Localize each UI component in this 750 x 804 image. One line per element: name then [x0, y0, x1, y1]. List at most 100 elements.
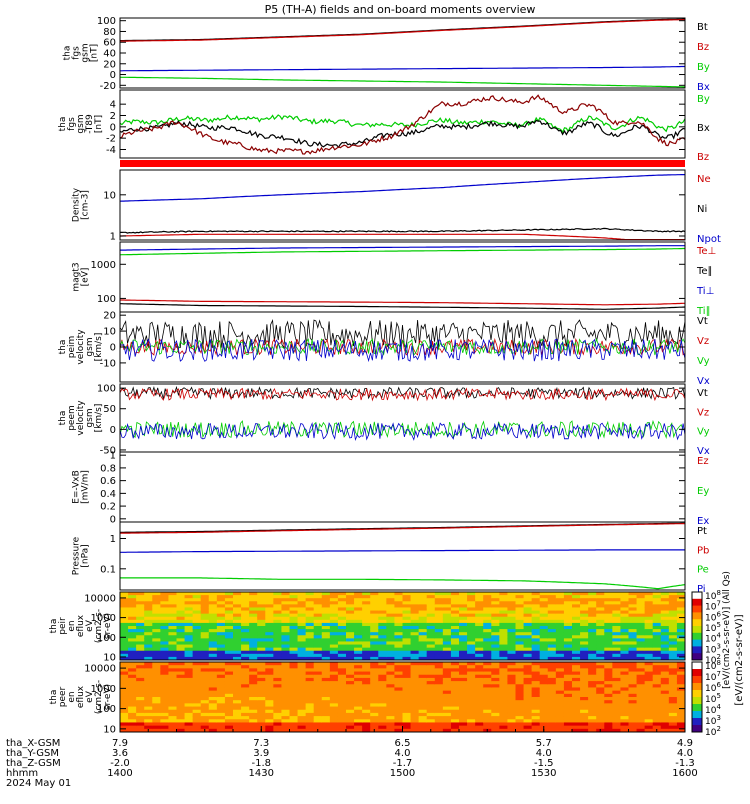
heatmap-cell: [152, 681, 161, 685]
heatmap-cell: [216, 622, 226, 627]
heatmap-cell: [547, 626, 557, 630]
heatmap-cell: [418, 719, 428, 724]
heatmap-cell: [475, 681, 484, 685]
heatmap-cell: [507, 616, 517, 621]
heatmap-cell: [410, 690, 420, 695]
heatmap-cell: [475, 595, 484, 599]
heatmap-cell: [273, 681, 283, 685]
heatmap-cell: [297, 604, 307, 609]
heatmap-cell: [281, 644, 291, 649]
heatmap-cell: [596, 635, 605, 639]
heatmap-cell: [216, 665, 226, 669]
heatmap-cell: [184, 665, 194, 669]
heatmap-cell: [410, 610, 420, 615]
heatmap-cell: [636, 635, 646, 639]
heatmap-cell: [386, 697, 396, 701]
legend-label-te⊥: Te⊥: [696, 246, 716, 257]
heatmap-cell: [394, 644, 404, 649]
heatmap-cell: [588, 632, 597, 636]
heatmap-cell: [459, 728, 468, 732]
heatmap-cell: [208, 626, 218, 630]
heatmap-cell: [459, 703, 468, 708]
heatmap-cell: [580, 650, 589, 655]
heatmap-cell: [523, 647, 533, 652]
heatmap-cell: [588, 693, 597, 698]
heatmap-cell: [652, 638, 662, 643]
heatmap-cell: [192, 635, 202, 639]
heatmap-cell: [346, 638, 355, 643]
heatmap-cell: [120, 641, 129, 646]
heatmap-cell: [402, 684, 412, 689]
heatmap-cell: [176, 632, 186, 636]
heatmap-cell: [644, 629, 654, 633]
heatmap-cell: [588, 650, 597, 655]
series-line-by: [119, 114, 686, 134]
heatmap-cell: [160, 693, 170, 698]
y-tick-label: 80: [103, 27, 116, 38]
heatmap-cell: [160, 700, 170, 704]
heatmap-cell: [660, 677, 670, 682]
heatmap-cell: [459, 706, 468, 711]
heatmap-cell: [499, 677, 509, 682]
heatmap-cell: [192, 674, 202, 679]
heatmap-cell: [676, 656, 685, 660]
heatmap-cell: [378, 638, 387, 643]
heatmap-cell: [168, 700, 178, 704]
heatmap-cell: [644, 684, 654, 689]
heatmap-cell: [515, 722, 525, 727]
heatmap-cell: [313, 690, 323, 695]
heatmap-cell: [434, 706, 444, 711]
heatmap-cell: [459, 725, 468, 730]
heatmap-cell: [386, 684, 396, 689]
heatmap-cell: [249, 697, 258, 701]
y-tick-label: 0.1: [100, 564, 116, 575]
heatmap-cell: [628, 650, 638, 655]
heatmap-cell: [410, 677, 420, 682]
heatmap-cell: [249, 595, 258, 599]
heatmap-cell: [434, 604, 444, 609]
heatmap-cell: [346, 671, 355, 676]
heatmap-cell: [507, 607, 517, 612]
heatmap-cell: [467, 709, 476, 714]
heatmap-cell: [539, 690, 549, 695]
heatmap-cell: [660, 728, 670, 732]
heatmap-cell: [491, 687, 500, 692]
heatmap-cell: [442, 700, 452, 704]
heatmap-cell: [442, 674, 452, 679]
y-axis-label: tha peem velocity gsm [km/s]: [58, 400, 104, 436]
heatmap-cell: [676, 674, 685, 679]
heatmap-cell: [596, 687, 605, 692]
heatmap-cell: [281, 656, 291, 660]
heatmap-cell: [257, 719, 266, 724]
heatmap-cell: [580, 656, 589, 660]
heatmap-cell: [547, 716, 557, 720]
heatmap-cell: [346, 703, 355, 708]
heatmap-cell: [144, 690, 153, 695]
heatmap-cell: [386, 644, 396, 649]
heatmap-cell: [515, 687, 525, 692]
heatmap-cell: [128, 697, 137, 701]
heatmap-cell: [604, 703, 613, 708]
heatmap-cell: [628, 681, 638, 685]
heatmap-cell: [224, 622, 234, 627]
x-tick-label: 6.5: [395, 738, 411, 749]
heatmap-cell: [507, 712, 517, 717]
heatmap-cell: [668, 716, 678, 720]
heatmap-cell: [233, 722, 242, 727]
heatmap-cell: [636, 709, 646, 714]
heatmap-cell: [152, 712, 161, 717]
heatmap-cell: [547, 693, 557, 698]
heatmap-cell: [233, 653, 242, 658]
heatmap-cell: [192, 719, 202, 724]
heatmap-cell: [224, 712, 234, 717]
heatmap-cell: [572, 674, 581, 679]
heatmap-cell: [394, 635, 404, 639]
heatmap-cell: [184, 610, 194, 615]
heatmap-cell: [450, 616, 460, 621]
heatmap-cell: [604, 607, 613, 612]
heatmap-cell: [200, 697, 210, 701]
heatmap-cell: [313, 601, 323, 605]
heatmap-cell: [257, 712, 266, 717]
